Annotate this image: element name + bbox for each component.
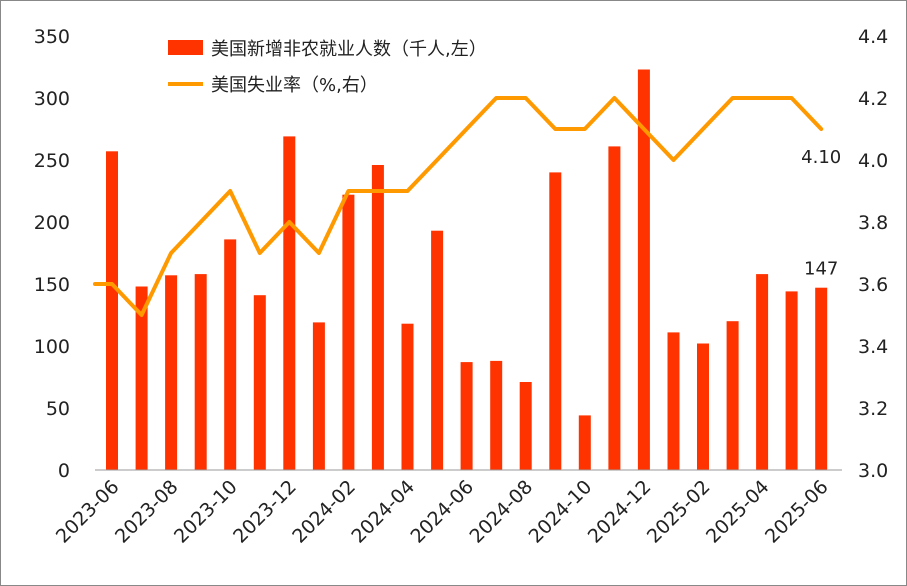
x-axis-ticks: 2023-062023-082023-102023-122024-022024-… — [52, 476, 833, 548]
bar-2023-11 — [253, 295, 266, 470]
x-tick-2024-08: 2024-08 — [466, 476, 538, 548]
y-left-tick-0: 0 — [58, 460, 70, 482]
bar-2023-09 — [194, 274, 207, 470]
unemployment-line — [93, 96, 824, 317]
y-left-tick-150: 150 — [34, 274, 70, 296]
bar-2023-12 — [283, 136, 296, 470]
y-right-tick-3.8: 3.8 — [858, 212, 888, 234]
x-tick-2024-12: 2024-12 — [584, 476, 656, 548]
bar-2025-01 — [667, 332, 680, 470]
bar-2024-05 — [431, 230, 444, 470]
data-labels: 147 4.10 — [801, 147, 841, 280]
bar-2024-03 — [371, 165, 384, 470]
y-left-tick-350: 350 — [34, 26, 70, 48]
x-tick-2023-10: 2023-10 — [170, 476, 242, 548]
bar-2025-06 — [815, 287, 828, 470]
x-tick-2024-02: 2024-02 — [288, 476, 360, 548]
legend-bar-label: 美国新增非农就业人数（千人,左） — [211, 39, 487, 60]
bar-2025-04 — [756, 274, 769, 470]
y-left-tick-300: 300 — [34, 88, 70, 110]
data-label-4.10: 4.10 — [801, 147, 841, 168]
bar-2024-11 — [608, 146, 621, 470]
y-right-tick-3.4: 3.4 — [858, 336, 888, 358]
y-axis-right: 3.0 3.2 3.4 3.6 3.8 4.0 4.2 4.4 — [858, 26, 888, 482]
y-right-tick-4.2: 4.2 — [858, 88, 888, 110]
y-left-tick-50: 50 — [46, 398, 70, 420]
bar-2025-05 — [785, 291, 798, 470]
bar-2023-08 — [165, 275, 178, 470]
y-left-tick-100: 100 — [34, 336, 70, 358]
bar-2024-12 — [637, 69, 650, 470]
bar-2024-02 — [342, 194, 355, 470]
bar-2024-04 — [401, 323, 414, 470]
bar-2023-06 — [106, 151, 118, 471]
bar-2024-01 — [312, 322, 325, 470]
y-axis-left: 0 50 100 150 200 250 300 350 — [34, 26, 70, 482]
x-tick-2023-06: 2023-06 — [52, 476, 124, 548]
y-right-tick-3.0: 3.0 — [858, 460, 888, 482]
legend-bar-swatch — [168, 40, 203, 55]
x-tick-2023-08: 2023-08 — [111, 476, 183, 548]
y-right-tick-4.4: 4.4 — [858, 26, 888, 48]
bar-series — [106, 69, 828, 471]
bar-2025-02 — [697, 343, 709, 470]
data-label-147: 147 — [804, 259, 838, 280]
y-left-tick-250: 250 — [34, 150, 70, 172]
x-tick-2025-04: 2025-04 — [702, 476, 774, 548]
y-right-tick-4.0: 4.0 — [858, 150, 888, 172]
y-left-tick-200: 200 — [34, 212, 70, 234]
bar-2024-10 — [578, 415, 591, 470]
bar-2024-08 — [519, 382, 532, 470]
bar-2024-07 — [490, 360, 503, 470]
y-right-tick-3.6: 3.6 — [858, 274, 888, 296]
x-tick-2025-06: 2025-06 — [761, 476, 833, 548]
x-tick-2023-12: 2023-12 — [229, 476, 301, 548]
bar-2024-06 — [460, 362, 473, 470]
bar-2023-10 — [224, 239, 237, 470]
bar-2024-09 — [549, 172, 562, 470]
legend-line-label: 美国失业率（%,右） — [211, 75, 378, 96]
legend: 美国新增非农就业人数（千人,左） 美国失业率（%,右） — [168, 39, 487, 96]
x-tick-2024-10: 2024-10 — [525, 476, 597, 548]
x-tick-2024-06: 2024-06 — [406, 476, 478, 548]
bar-2023-07 — [135, 286, 148, 470]
x-tick-2024-04: 2024-04 — [347, 476, 419, 548]
bar-2025-03 — [726, 321, 739, 470]
y-right-tick-3.2: 3.2 — [858, 398, 888, 420]
x-tick-2025-02: 2025-02 — [643, 476, 715, 548]
line-series — [93, 96, 824, 317]
